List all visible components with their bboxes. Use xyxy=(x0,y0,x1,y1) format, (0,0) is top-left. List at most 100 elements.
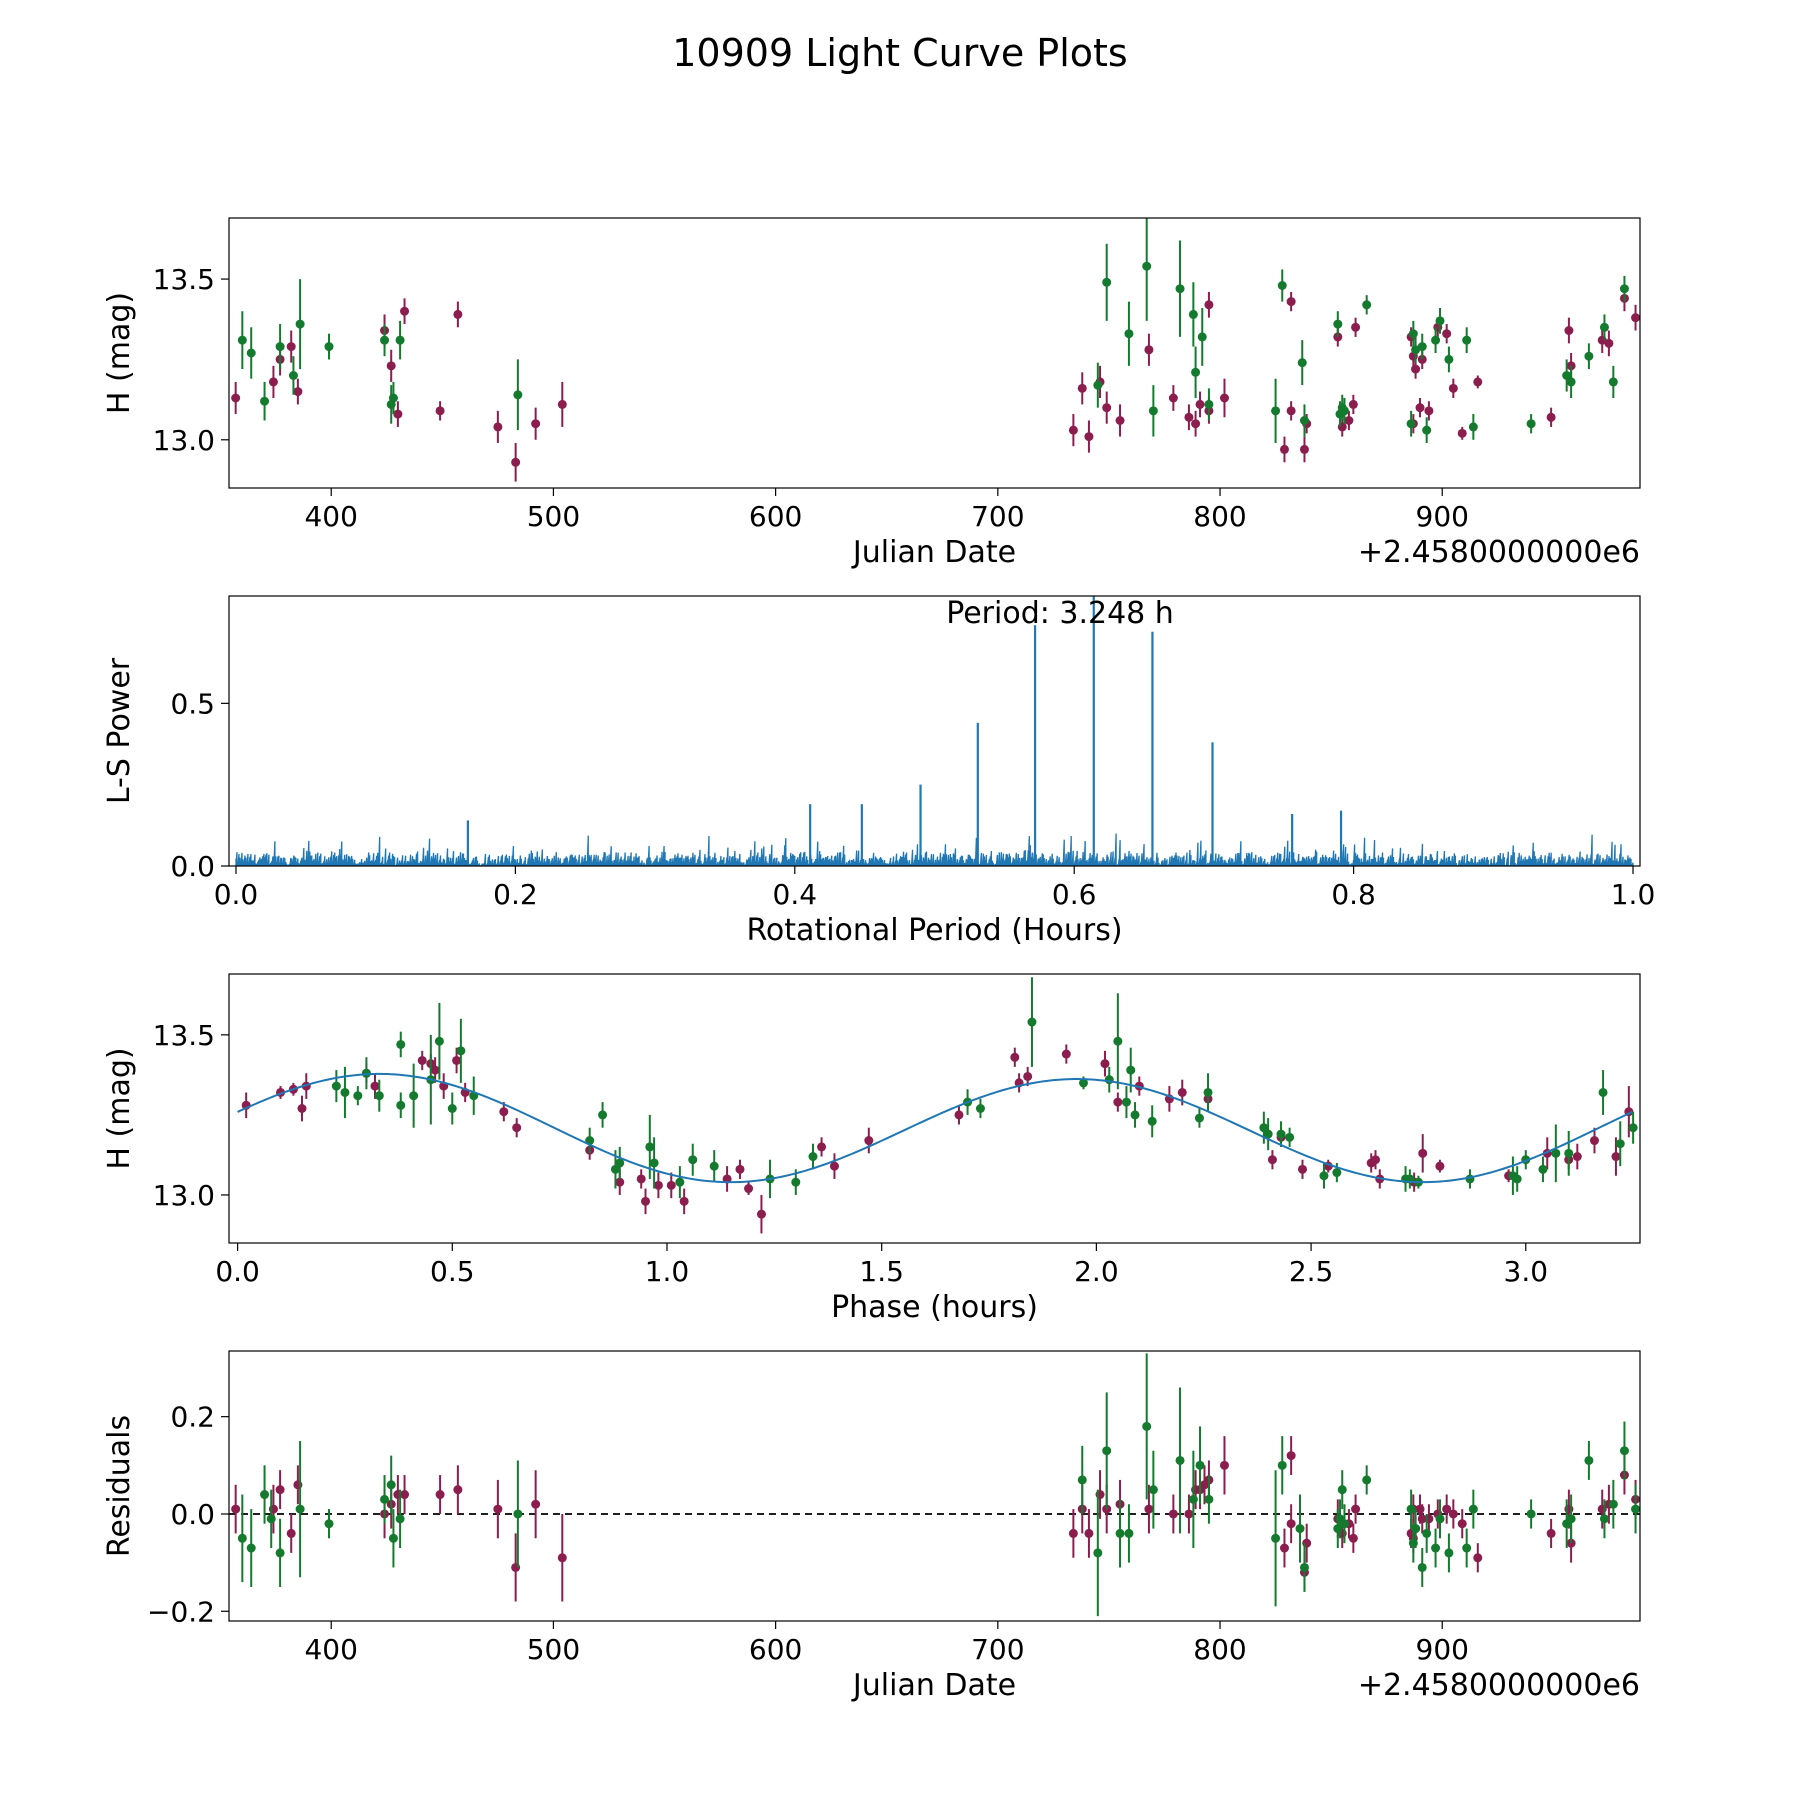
x-tick-label: 1.5 xyxy=(859,1255,904,1288)
data-point xyxy=(531,1499,541,1509)
data-point xyxy=(1197,332,1207,342)
data-point xyxy=(1344,416,1354,425)
x-tick-label: 0.5 xyxy=(430,1255,475,1288)
data-point xyxy=(386,361,396,371)
data-point xyxy=(1297,1164,1307,1174)
data-point xyxy=(1448,383,1458,393)
data-point xyxy=(756,1209,766,1219)
data-point xyxy=(1124,329,1134,339)
data-point xyxy=(1079,1078,1089,1088)
x-axis-label: Julian Date xyxy=(851,1668,1016,1703)
data-point xyxy=(1431,335,1441,345)
series-band_b xyxy=(331,977,1638,1199)
data-point xyxy=(1147,1116,1157,1126)
data-point xyxy=(435,1490,445,1500)
data-point xyxy=(409,1091,419,1101)
data-point xyxy=(1422,1528,1432,1538)
x-tick-label: 0.0 xyxy=(214,878,259,911)
data-point xyxy=(641,1196,651,1206)
data-point xyxy=(395,1514,405,1524)
x-tick-label: 700 xyxy=(971,500,1024,533)
data-point xyxy=(1468,422,1478,432)
data-point xyxy=(400,1490,410,1500)
data-point xyxy=(1295,1524,1305,1534)
data-point xyxy=(513,390,523,400)
data-point xyxy=(1113,1036,1123,1046)
data-point xyxy=(645,1142,655,1152)
lightcurve-panel: 400 500 600 700 800 900 13.0 13.5 Julian Date H (… xyxy=(102,217,1641,570)
data-point xyxy=(1411,364,1421,374)
data-point xyxy=(400,306,410,316)
y-tick-label: 13.5 xyxy=(153,1019,215,1052)
data-point xyxy=(453,1485,463,1495)
y-tick-label: 0.0 xyxy=(170,1498,215,1531)
data-point xyxy=(1061,1049,1071,1059)
data-point xyxy=(1351,322,1361,332)
data-point xyxy=(1277,1460,1287,1470)
x-axis-label: Rotational Period (Hours) xyxy=(746,913,1122,948)
x-tick-label: 2.5 xyxy=(1289,1255,1334,1288)
data-point xyxy=(1339,1519,1349,1529)
data-point xyxy=(1564,1148,1574,1158)
data-point xyxy=(1415,403,1425,413)
data-point xyxy=(456,1046,466,1056)
data-point xyxy=(1619,284,1629,294)
data-point xyxy=(1219,393,1229,403)
data-point xyxy=(1126,1065,1136,1075)
data-point xyxy=(557,399,567,409)
data-point xyxy=(1370,1155,1380,1165)
data-point xyxy=(675,1177,685,1187)
data-point xyxy=(1177,1087,1187,1097)
data-point xyxy=(286,342,296,352)
data-point xyxy=(1259,1123,1269,1133)
data-point xyxy=(293,387,303,397)
y-tick-label: 13.0 xyxy=(153,424,215,457)
data-point xyxy=(1551,1148,1561,1158)
data-point xyxy=(1417,342,1427,352)
data-point xyxy=(1299,444,1309,454)
residuals-panel: 400 500 600 700 800 900 −0.2 0.0 0.2 Julian Date R… xyxy=(102,1350,1641,1703)
data-point xyxy=(1462,335,1472,345)
data-point xyxy=(1279,1543,1289,1553)
x-tick-label: 0.2 xyxy=(493,878,538,911)
data-point xyxy=(557,1553,567,1563)
data-point xyxy=(452,1055,462,1065)
plot-area xyxy=(231,1353,1640,1617)
data-point xyxy=(744,1184,754,1194)
data-point xyxy=(1068,1528,1078,1538)
phased-lightcurve-panel: 0.0 0.5 1.0 1.5 2.0 2.5 3.0 13.0 13.5 Phase (hour… xyxy=(102,973,1641,1325)
data-point xyxy=(380,1494,390,1504)
x-axis-offset: +2.4580000000e6 xyxy=(1358,1668,1640,1703)
data-point xyxy=(295,1504,305,1514)
x-tick-label: 0.6 xyxy=(1052,878,1097,911)
data-point xyxy=(246,1543,256,1553)
data-point xyxy=(1332,1168,1342,1178)
data-point xyxy=(1564,326,1574,335)
data-point xyxy=(1417,1562,1427,1572)
data-point xyxy=(1435,1514,1445,1524)
x-tick-label: 700 xyxy=(971,1633,1024,1666)
data-point xyxy=(1093,1548,1103,1558)
data-point xyxy=(636,1174,646,1184)
data-point xyxy=(1113,1097,1123,1107)
data-point xyxy=(1195,1460,1205,1470)
data-point xyxy=(374,1091,384,1101)
x-tick-label: 3.0 xyxy=(1504,1255,1549,1288)
x-tick-label: 900 xyxy=(1416,1633,1469,1666)
data-point xyxy=(386,1480,396,1490)
data-point xyxy=(1546,412,1556,422)
periodogram-panel: 0.0 0.2 0.4 0.6 0.8 1.0 0.0 0.5 Rotational Perio… xyxy=(102,595,1655,948)
data-point xyxy=(268,377,278,387)
data-point xyxy=(1411,1524,1421,1534)
fit-curve xyxy=(237,1072,1633,1184)
data-point xyxy=(260,1490,270,1500)
data-point xyxy=(511,457,521,467)
data-point xyxy=(1023,1071,1033,1081)
data-point xyxy=(388,1533,398,1543)
data-point xyxy=(1572,1152,1582,1162)
data-point xyxy=(1203,1087,1213,1097)
data-point xyxy=(1184,1509,1194,1519)
data-point xyxy=(1333,319,1343,329)
